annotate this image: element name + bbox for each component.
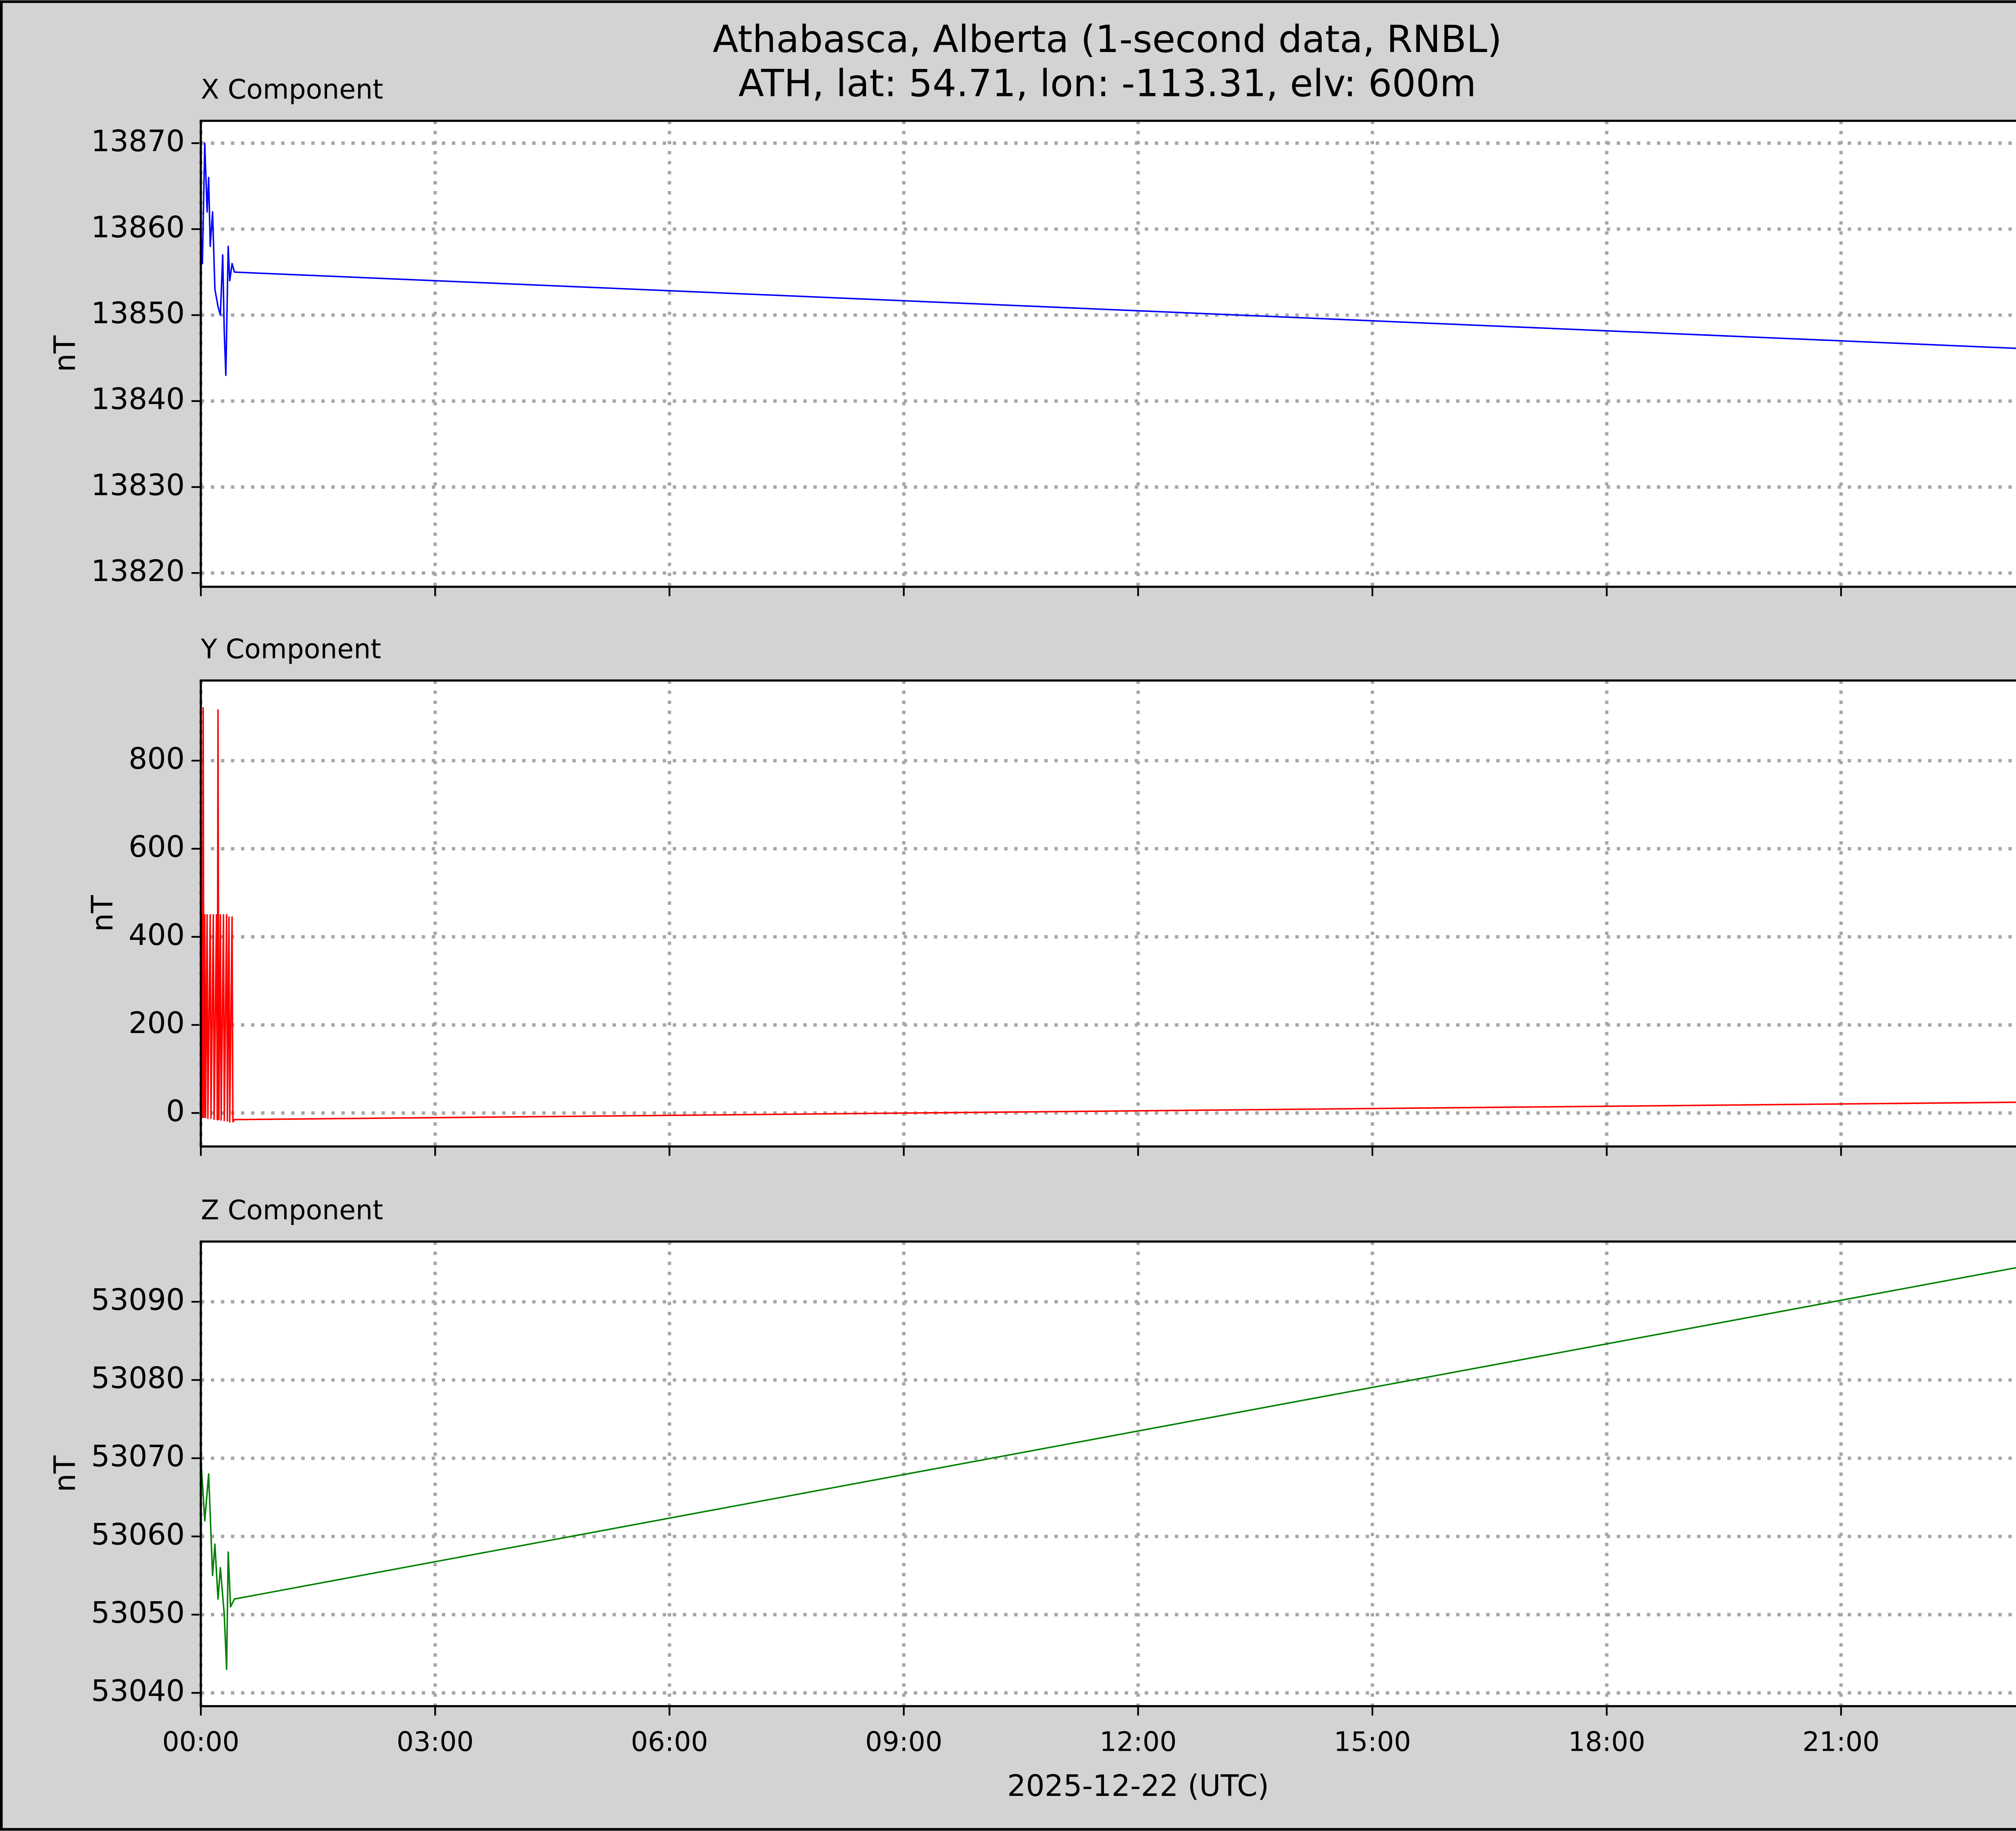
subplot-title: X Component	[201, 74, 383, 105]
y-tick-label: 13870	[91, 124, 185, 158]
y-axis-label: nT	[85, 895, 120, 932]
y-tick-label: 0	[166, 1094, 185, 1128]
y-tick-label: 800	[129, 742, 185, 776]
y-tick-label: 53040	[91, 1674, 185, 1708]
y-tick-label: 13840	[91, 382, 185, 417]
plot-area	[201, 121, 2016, 587]
y-tick-label: 13850	[91, 296, 185, 330]
y-tick-label: 400	[129, 918, 185, 952]
y-tick-label: 13860	[91, 210, 185, 244]
y-axis-label: nT	[48, 335, 82, 372]
x-tick-label: 21:00	[1802, 1726, 1879, 1757]
x-tick-label: 18:00	[1568, 1726, 1645, 1757]
y-tick-label: 53070	[91, 1439, 185, 1473]
figure-title: Athabasca, Alberta (1-second data, RNBL)	[713, 17, 1502, 61]
subplot-title: Z Component	[201, 1194, 383, 1226]
y-tick-label: 53080	[91, 1361, 185, 1395]
x-tick-label: 06:00	[631, 1726, 708, 1757]
y-tick-label: 13830	[91, 468, 185, 502]
plot-frame	[200, 1240, 2016, 1708]
y-axis-label: nT	[48, 1455, 82, 1492]
plot-area	[201, 1241, 2016, 1706]
y-tick-label: 600	[129, 830, 185, 864]
y-tick-label: 13820	[91, 554, 185, 588]
plot-frame	[200, 679, 2016, 1148]
x-tick-label: 09:00	[865, 1726, 942, 1757]
data-line	[201, 707, 2016, 1123]
figure-subtitle: ATH, lat: 54.71, lon: -113.31, elv: 600m	[738, 62, 1476, 105]
y-tick-label: 200	[129, 1006, 185, 1040]
plot-frame	[200, 119, 2016, 588]
x-tick-label: 15:00	[1334, 1726, 1411, 1757]
x-tick-label: 12:00	[1100, 1726, 1177, 1757]
y-tick-label: 53060	[91, 1517, 185, 1552]
plot-area	[201, 680, 2016, 1147]
data-line	[201, 1267, 2016, 1671]
y-tick-label: 53050	[91, 1596, 185, 1630]
y-tick-label: 53090	[91, 1283, 185, 1317]
subplot-title: Y Component	[200, 633, 381, 665]
x-axis-label: 2025-12-22 (UTC)	[1007, 1769, 1269, 1803]
x-tick-label: 03:00	[397, 1726, 474, 1757]
data-line	[201, 142, 2016, 376]
x-tick-label: 00:00	[162, 1726, 239, 1757]
